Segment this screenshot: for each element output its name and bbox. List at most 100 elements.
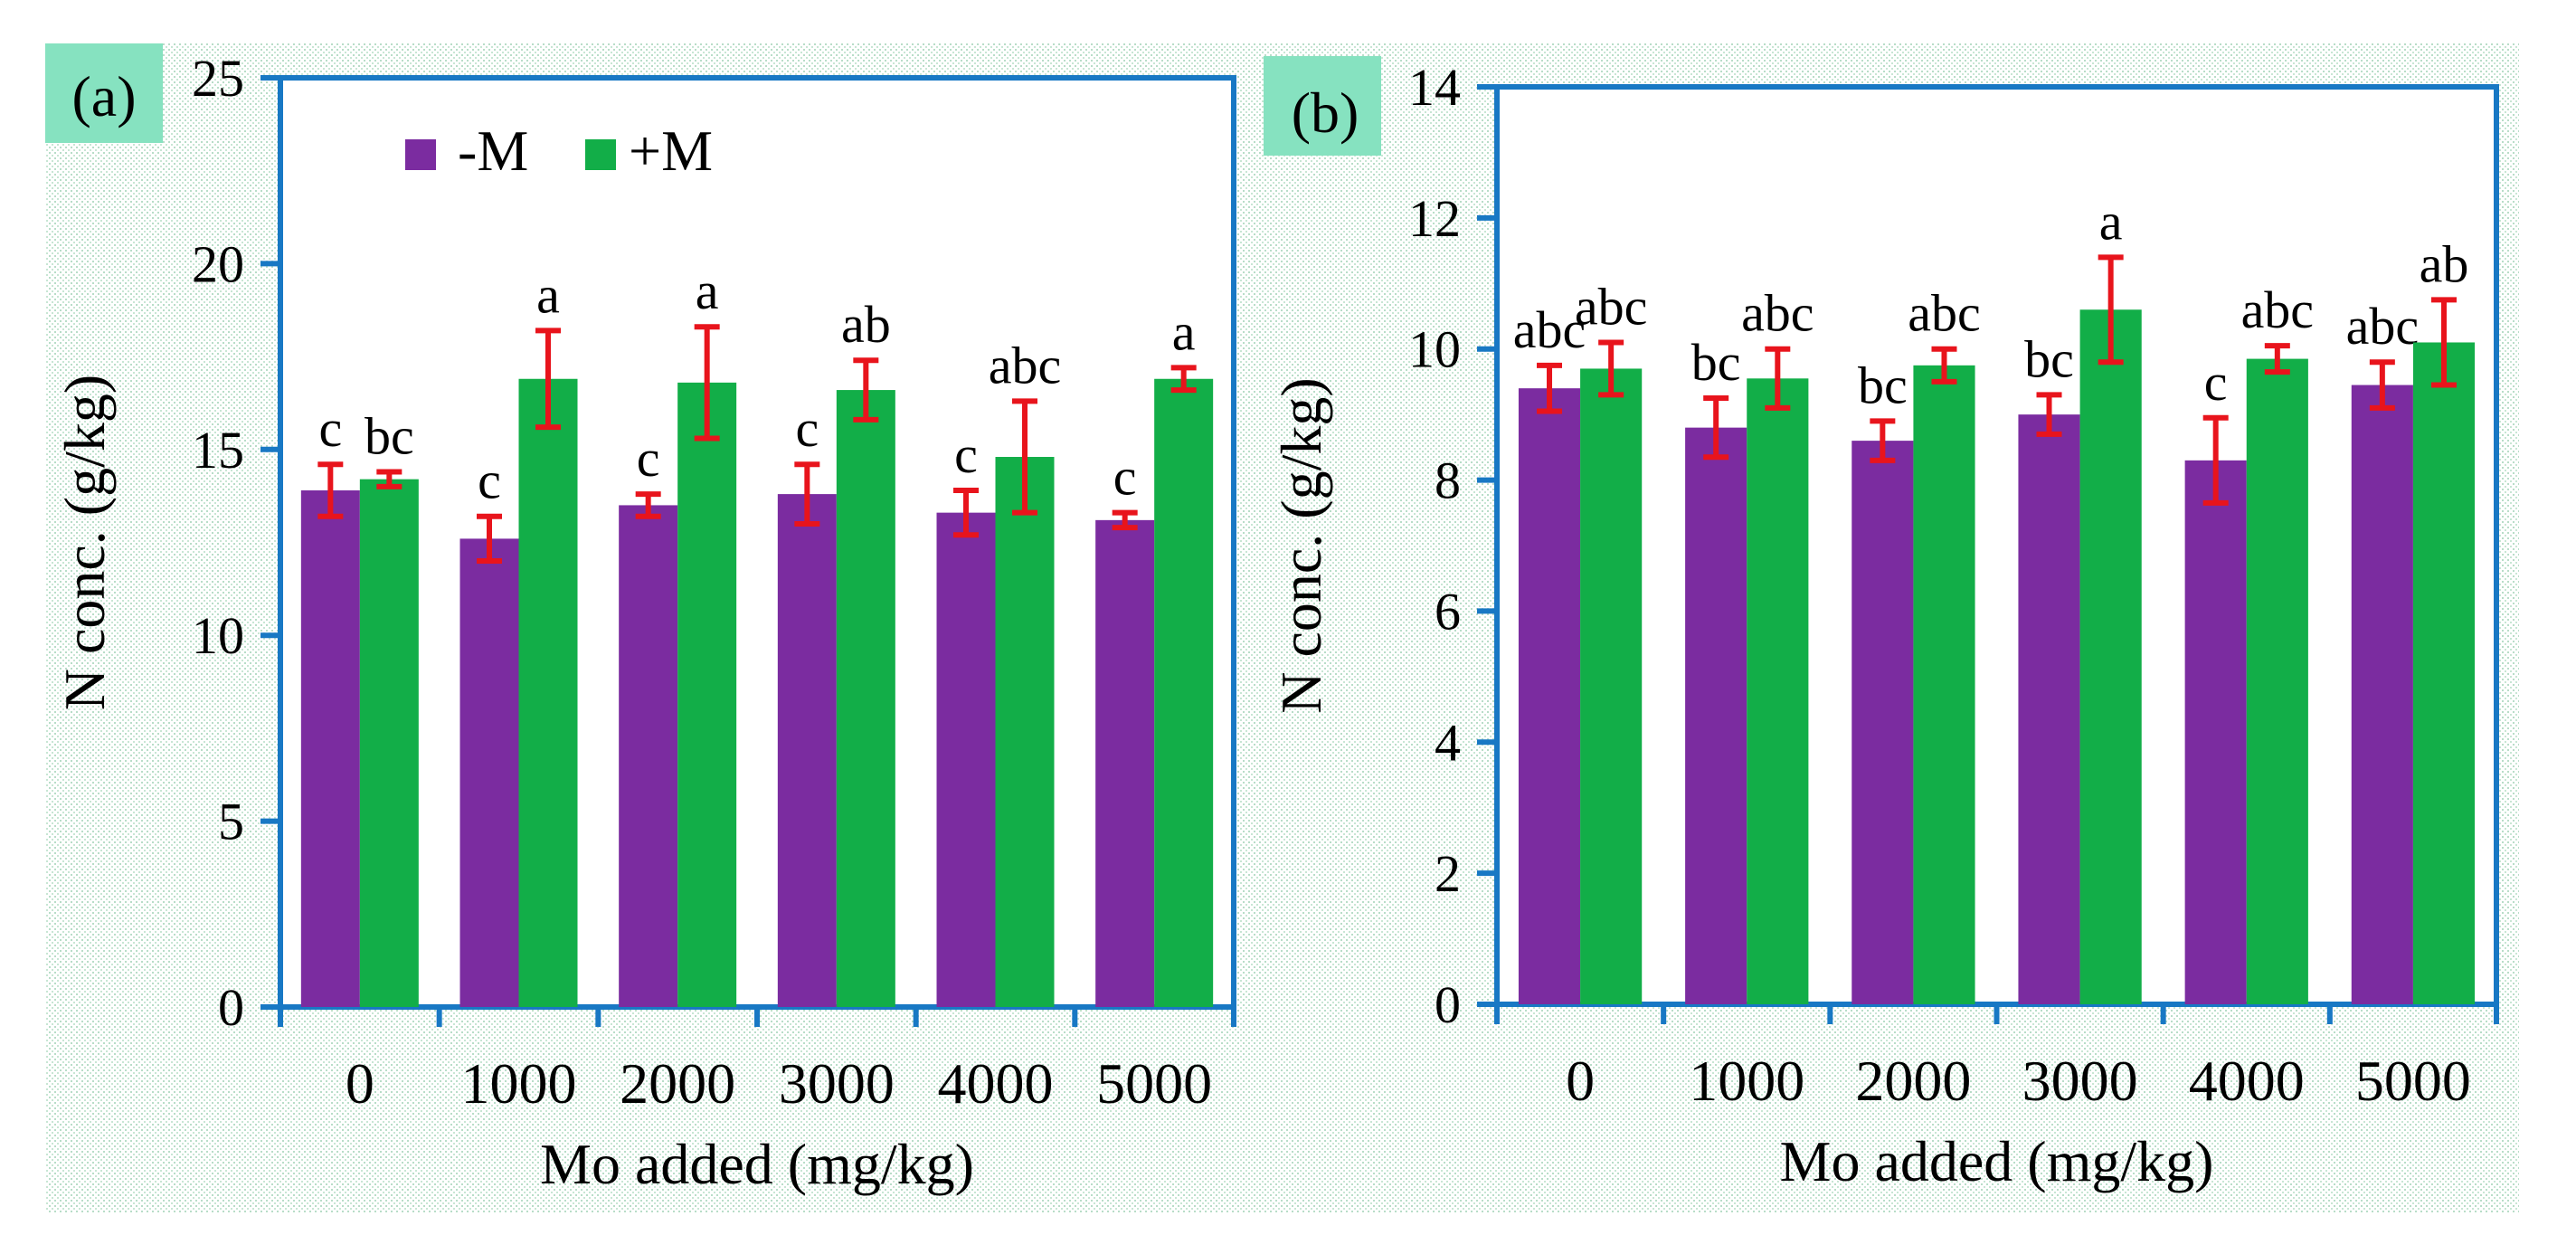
panel-a-errorbar-plus-m-3000 [853,357,879,423]
panel-b-bar-plus-m-5000 [2412,342,2476,1004]
panel-a-bar-minus-m-0 [300,489,360,1007]
panel-b-ytick-label-12: 12 [1408,189,1461,248]
panel-b-letter-plus-m-3000: a [2099,192,2123,251]
panel-b-label: (b) [1292,81,1359,145]
panel-a-errorbar-minus-m-5000 [1112,509,1138,531]
panel-b-xtick-label-5000: 5000 [2355,1049,2471,1113]
panel-a-ytick-label-10: 10 [192,606,244,665]
panel-a-errorbar-minus-m-4000 [953,487,980,538]
panel-a-ylabel: N conc. (g/kg) [52,375,117,710]
panel-b-plot-frame [1494,84,2499,1007]
panel-b-errorbar-plus-m-0 [1598,339,1624,398]
panel-a-xtick-label-4000: 4000 [938,1051,1054,1116]
panel-b-ytick-label-14: 14 [1408,58,1461,117]
legend-label-minus-m: -M [458,119,528,183]
panel-a-errorbar-minus-m-0 [317,461,344,519]
panel-b-xlabel: Mo added (mg/kg) [1780,1129,2214,1193]
panel-b-bar-minus-m-3000 [2018,414,2080,1005]
panel-a-errorbar-minus-m-2000 [635,491,661,519]
panel-a-letter-minus-m-1000: c [478,451,501,510]
panel-a-errorbar-plus-m-1000 [535,328,561,431]
panel-a-letter-plus-m-5000: a [1172,302,1196,361]
panel-a-letter-minus-m-4000: c [954,425,978,484]
panel-a-label-box [45,43,163,143]
panel-b-letter-minus-m-0: abc [1513,300,1586,359]
panel-a-plot-frame [278,75,1236,1010]
panel-a-bar-plus-m-1000 [518,378,578,1007]
panel-a-errorbar-plus-m-5000 [1170,365,1197,394]
panel-a-bar-plus-m-5000 [1154,378,1214,1007]
panel-a-letter-minus-m-3000: c [795,399,819,458]
panel-b-letter-plus-m-0: abc [1575,277,1648,336]
panel-a-xtick-label-3000: 3000 [779,1051,895,1116]
panel-a-ytick-label-0: 0 [218,978,244,1037]
panel-b-errorbar-plus-m-2000 [1931,346,1957,385]
panel-a-ytick-label-15: 15 [192,421,244,480]
legend: -M +M [405,119,713,183]
panel-b-letter-plus-m-1000: abc [1741,284,1814,343]
panel-b-ytick-label-8: 8 [1435,451,1461,510]
panel-a-bar-plus-m-3000 [836,390,895,1007]
panel-b-xtick-label-3000: 3000 [2022,1049,2138,1113]
panel-b-xtick-label-0: 0 [1566,1049,1595,1113]
panel-a-ytick-label-20: 20 [192,234,244,293]
panel-a-ytick-label-5: 5 [218,793,244,851]
panel-b-errorbar-minus-m-5000 [2369,359,2395,411]
panel-a-bar-minus-m-5000 [1095,519,1155,1007]
panel-a-letter-plus-m-1000: a [536,265,560,324]
panel-b-bar-plus-m-3000 [2079,309,2142,1004]
panel-a-errorbar-plus-m-4000 [1011,398,1037,516]
panel-b-letter-plus-m-4000: abc [2241,280,2315,339]
panel-a-letter-minus-m-5000: c [1113,448,1137,507]
panel-a-xtick-label-5000: 5000 [1096,1051,1212,1116]
panel-a-letter-minus-m-2000: c [637,429,660,488]
panel-b-ytick-label-6: 6 [1435,582,1461,641]
panel-b-ytick-label-10: 10 [1408,320,1461,379]
panel-a-xlabel: Mo added (mg/kg) [540,1132,974,1196]
panel-a-letter-plus-m-3000: ab [841,295,891,354]
panel-b-bar-minus-m-4000 [2184,460,2247,1004]
panel-b-bar-minus-m-5000 [2351,385,2413,1004]
panel-b-bar-plus-m-4000 [2246,358,2308,1004]
panel-a-letter-plus-m-2000: a [696,261,719,320]
panel-b-errorbar-minus-m-0 [1537,362,1563,414]
panel-b-letter-minus-m-5000: abc [2346,297,2420,356]
panel-b-bar-minus-m-0 [1518,388,1581,1005]
panel-b-xtick-label-4000: 4000 [2189,1049,2305,1113]
panel-a-letter-minus-m-0: c [318,399,342,458]
panel-b-errorbar-plus-m-5000 [2430,297,2457,388]
panel-b-bar-plus-m-2000 [1913,365,1975,1005]
panel-a-xtick-label-1000: 1000 [461,1051,577,1116]
panel-a-errorbar-plus-m-0 [376,469,402,489]
panel-b-letter-plus-m-5000: ab [2420,234,2469,293]
panel-b-bar-plus-m-1000 [1747,378,1809,1004]
panel-a-bar-plus-m-4000 [995,457,1055,1007]
panel-a-xtick-label-2000: 2000 [620,1051,735,1116]
panel-a-errorbar-minus-m-1000 [477,513,503,565]
panel-a-label: (a) [71,64,136,128]
panel-b-bar-minus-m-1000 [1685,427,1747,1005]
panel-b-label-box [1264,56,1381,156]
panel-b-letter-minus-m-4000: c [2204,353,2228,412]
legend-label-plus-m: +M [629,119,713,183]
panel-b-bar-plus-m-0 [1580,368,1643,1004]
panel-b-errorbar-plus-m-4000 [2264,343,2290,375]
panel-b-letter-plus-m-2000: abc [1908,284,1981,343]
legend-swatch-plus-m [585,139,616,170]
panel-b-ytick-label-0: 0 [1435,975,1461,1034]
panel-b-xtick-label-2000: 2000 [1855,1049,1971,1113]
legend-swatch-minus-m [405,139,436,170]
panel-a-bar-minus-m-1000 [459,538,519,1007]
panel-b-letter-minus-m-2000: bc [1858,356,1908,414]
panel-a-bar-minus-m-3000 [777,494,837,1007]
panel-a-bar-minus-m-2000 [619,505,678,1007]
panel-a-errorbar-plus-m-2000 [694,324,720,442]
panel-b-errorbar-minus-m-3000 [2036,392,2062,437]
panel-a-errorbar-minus-m-3000 [794,461,820,527]
panel-a-xtick-label-0: 0 [346,1051,374,1116]
panel-b-letter-minus-m-3000: bc [2024,329,2074,388]
panel-a-bar-plus-m-2000 [677,382,737,1008]
